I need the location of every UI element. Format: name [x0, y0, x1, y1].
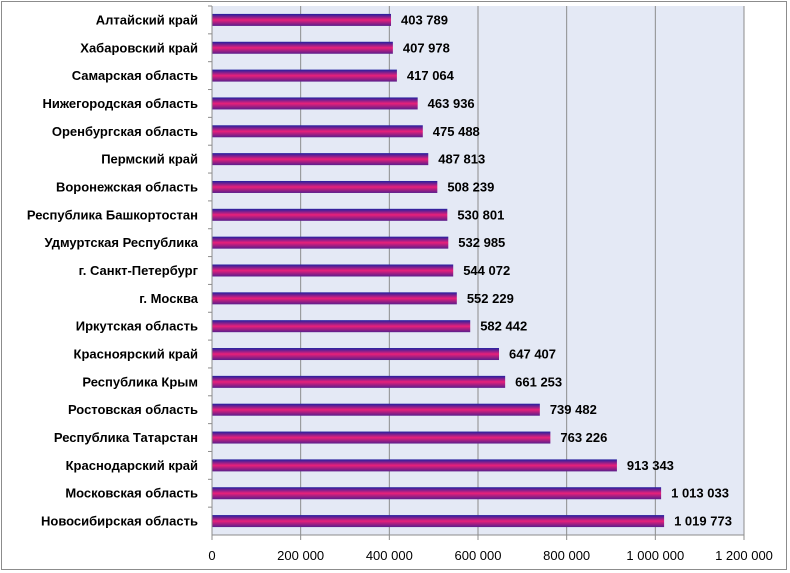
value-label: 403 789: [401, 12, 448, 27]
category-label: Московская область: [65, 486, 198, 501]
bar: [212, 375, 506, 388]
bar: [212, 97, 418, 110]
bar: [212, 348, 500, 361]
x-tick-label: 1 000 000: [626, 548, 684, 563]
value-label: 763 226: [560, 430, 607, 445]
value-label: 530 801: [457, 207, 504, 222]
bar: [212, 320, 471, 333]
category-label: Республика Татарстан: [54, 430, 198, 445]
category-label: Краснодарский край: [66, 458, 198, 473]
value-label: 532 985: [458, 235, 505, 250]
category-label: Удмуртская Республика: [44, 235, 198, 250]
x-axis: 0 200 000 400 000 600 000 800 000 1 000 000 1 …: [208, 5, 773, 563]
value-labels: 403 789 407 978 417 064 463 936 475 488 487 8…: [401, 12, 732, 528]
category-label: Республика Башкортостан: [27, 207, 198, 222]
bar: [212, 125, 423, 138]
category-label: Новосибирская область: [41, 514, 198, 529]
bar: [212, 403, 540, 416]
category-label: Красноярский край: [74, 347, 198, 362]
bar: [212, 487, 662, 500]
category-label: Воронежская область: [56, 179, 198, 194]
category-label: Оренбургская область: [52, 124, 198, 139]
value-label: 661 253: [515, 374, 562, 389]
value-label: 508 239: [447, 179, 494, 194]
x-tick-label: 800 000: [543, 548, 590, 563]
x-tick-label: 400 000: [366, 548, 413, 563]
category-label: Пермский край: [101, 152, 198, 167]
bar: [212, 264, 454, 277]
value-label: 544 072: [463, 263, 510, 278]
category-label: Хабаровский край: [80, 40, 198, 55]
bar: [212, 236, 449, 249]
value-label: 582 442: [480, 319, 527, 334]
bar: [212, 153, 429, 166]
x-tick-label: 600 000: [455, 548, 502, 563]
x-tick-label: 200 000: [277, 548, 324, 563]
category-label: Иркутская область: [76, 319, 198, 334]
category-labels: Алтайский край Хабаровский край Самарская …: [27, 12, 199, 528]
value-label: 463 936: [428, 96, 475, 111]
bar: [212, 208, 448, 221]
category-label: Алтайский край: [96, 12, 198, 27]
bar: [212, 515, 665, 528]
value-label: 1 013 033: [671, 486, 729, 501]
category-label: Нижегородская область: [42, 96, 198, 111]
value-label: 913 343: [627, 458, 674, 473]
bars: [212, 13, 665, 528]
category-label: г. Санкт-Петербург: [79, 263, 199, 278]
x-tick-label: 1 200 000: [715, 548, 773, 563]
value-label: 647 407: [509, 347, 556, 362]
bar: [212, 292, 457, 305]
bar: [212, 459, 617, 472]
bar: [212, 69, 397, 82]
value-label: 407 978: [403, 40, 450, 55]
value-label: 417 064: [407, 68, 455, 83]
value-label: 1 019 773: [674, 514, 732, 529]
value-label: 487 813: [438, 152, 485, 167]
category-label: г. Москва: [139, 291, 198, 306]
bar: [212, 431, 551, 444]
x-tick-label: 0: [208, 548, 215, 563]
bar: [212, 13, 392, 26]
value-label: 739 482: [550, 402, 597, 417]
value-label: 475 488: [433, 124, 480, 139]
category-label: Самарская область: [72, 68, 198, 83]
bar: [212, 41, 393, 54]
bar: [212, 180, 438, 193]
value-label: 552 229: [467, 291, 514, 306]
category-label: Республика Крым: [82, 374, 198, 389]
category-label: Ростовская область: [68, 402, 198, 417]
